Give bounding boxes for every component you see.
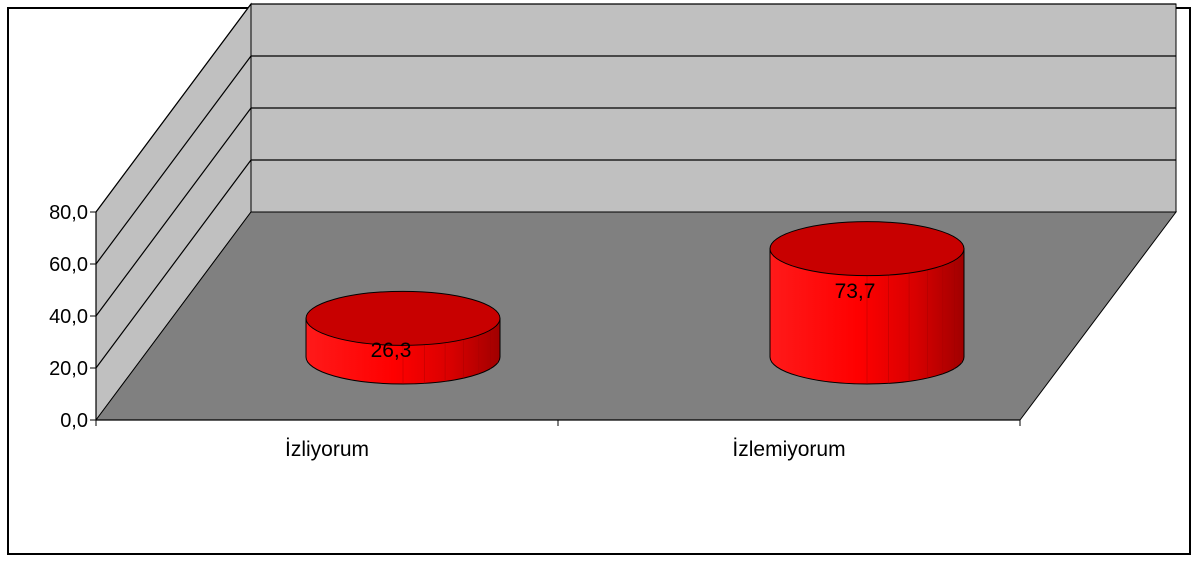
bar-top — [769, 221, 965, 277]
y-tick-label: 40,0 — [49, 306, 88, 328]
gridline — [95, 3, 1176, 213]
y-tick-label: 0,0 — [60, 410, 88, 432]
y-tick-label: 80,0 — [49, 202, 88, 224]
bars — [305, 221, 965, 385]
x-tick-label: İzliyorum — [285, 438, 369, 461]
x-tick-label: İzlemiyorum — [732, 438, 845, 461]
gridlines — [95, 3, 1176, 369]
chart-walls — [95, 2, 1177, 422]
bar-cylinder — [769, 221, 965, 385]
gridline — [95, 159, 1176, 369]
floor — [95, 211, 1177, 421]
y-tick-label: 60,0 — [49, 254, 88, 276]
x-axis: İzliyorum İzlemiyorum — [95, 419, 1021, 461]
gridline — [95, 107, 1176, 317]
bar-cylinder — [305, 290, 501, 385]
data-label: 26,3 — [371, 339, 412, 362]
data-labels: 26,3 73,7 — [371, 280, 876, 362]
y-tick-label: 20,0 — [49, 358, 88, 380]
bar-top — [305, 290, 501, 346]
y-axis: 0,0 20,0 40,0 60,0 80,0 — [49, 202, 97, 432]
data-label: 73,7 — [835, 280, 876, 303]
gridline — [95, 55, 1176, 265]
